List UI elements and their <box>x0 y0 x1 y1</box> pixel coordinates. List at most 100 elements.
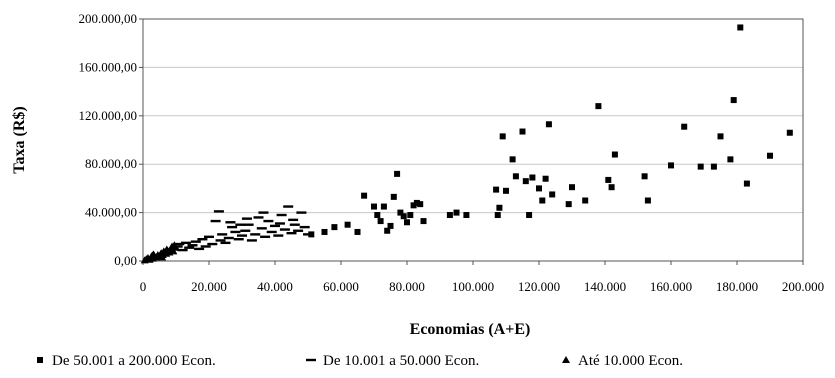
data-point-dash <box>210 219 221 223</box>
data-point-square <box>565 201 572 208</box>
data-point-square <box>453 209 460 216</box>
data-point-dash <box>180 241 191 245</box>
data-point-dash <box>220 241 231 245</box>
data-point-dash <box>286 231 297 235</box>
data-point-dash <box>223 236 234 240</box>
data-point-dash <box>266 230 277 234</box>
data-point-dash <box>227 225 238 229</box>
legend-label: De 10.001 a 50.000 Econ. <box>323 353 479 369</box>
data-point-square <box>595 103 602 110</box>
data-point-square <box>681 123 688 130</box>
gridlines <box>143 18 803 214</box>
data-point-dash <box>172 245 183 248</box>
data-point-dash <box>299 225 310 229</box>
data-point-square <box>410 202 417 209</box>
data-point-square <box>361 192 368 199</box>
data-point-dash <box>237 234 247 237</box>
y-axis-ticks: 0,00 40.000,00 80.000,00 120.000,00 160.000,… <box>79 11 143 268</box>
data-point-triangle <box>169 247 178 255</box>
data-point-square <box>536 185 542 192</box>
data-point-dash <box>230 230 241 234</box>
data-point-square <box>407 212 414 219</box>
data-point-square <box>767 152 773 159</box>
data-point-dash <box>187 244 198 247</box>
data-points <box>140 24 793 264</box>
data-point-dash <box>256 227 267 230</box>
legend-marker-dash <box>306 358 316 362</box>
x-axis-ticks: 0 20.000 40.000 60.000 80.000 100.000 120.000 1… <box>140 261 824 294</box>
data-point-square <box>727 156 734 163</box>
data-point-square <box>605 176 612 183</box>
data-point-dash <box>289 223 300 226</box>
x-tick-label: 40.000 <box>257 279 293 294</box>
data-point-triangle <box>148 251 157 259</box>
data-point-dash <box>274 222 285 225</box>
legend-marker-square <box>37 357 43 363</box>
data-point-square <box>354 228 361 235</box>
data-point-dash <box>200 245 211 248</box>
data-point-square <box>496 204 503 211</box>
data-point-square <box>374 212 381 219</box>
data-point-square <box>371 203 377 210</box>
data-point-square <box>542 175 549 182</box>
data-point-square <box>522 178 529 185</box>
data-point-square <box>545 121 552 128</box>
data-point-square <box>390 193 397 200</box>
x-tick-label: 120.000 <box>518 279 560 294</box>
x-tick-label: 60.000 <box>323 279 359 294</box>
data-point-dash <box>260 235 271 238</box>
data-point-square <box>400 213 407 220</box>
data-point-dash <box>177 248 188 252</box>
data-point-square <box>463 212 470 219</box>
data-point-dash <box>253 216 264 219</box>
y-tick-label: 200.000,00 <box>79 11 138 26</box>
data-point-square <box>743 180 750 187</box>
data-point-square <box>549 191 556 198</box>
data-point-square <box>377 218 384 225</box>
data-point-dash <box>225 221 236 224</box>
data-point-square <box>519 128 526 135</box>
y-tick-label: 40.000,00 <box>85 205 137 220</box>
data-point-triangle <box>159 247 168 255</box>
x-tick-label: 0 <box>140 279 147 294</box>
data-point-square <box>644 197 651 204</box>
x-tick-label: 140.000 <box>584 279 626 294</box>
data-point-triangle <box>158 253 167 261</box>
x-tick-label: 200.000 <box>782 279 824 294</box>
data-point-dash <box>204 235 214 238</box>
data-point-square <box>397 209 404 216</box>
data-point-dash <box>283 205 294 208</box>
y-axis-title: Taxa (R$) <box>11 106 28 173</box>
data-point-square <box>512 173 519 180</box>
data-point-dash <box>217 233 228 236</box>
data-point-dash <box>174 242 185 246</box>
data-point-dash <box>258 211 269 214</box>
data-point-square <box>417 201 424 208</box>
data-point-triangle <box>168 242 177 250</box>
data-point-square <box>730 97 737 104</box>
data-point-dash <box>194 247 205 251</box>
data-point-square <box>331 224 338 231</box>
data-point-square <box>529 174 536 181</box>
data-point-square <box>494 212 501 219</box>
data-point-dash <box>233 238 244 241</box>
x-tick-label: 20.000 <box>191 279 227 294</box>
y-tick-label: 0,00 <box>114 253 137 268</box>
data-point-square <box>582 197 589 204</box>
data-point-dash <box>279 228 290 231</box>
data-point-square <box>493 186 500 193</box>
data-point-square <box>499 133 506 140</box>
data-point-dash <box>243 223 254 226</box>
data-point-square <box>384 227 391 234</box>
x-tick-label: 100.000 <box>452 279 494 294</box>
data-point-dash <box>273 234 284 237</box>
data-point-square <box>344 221 351 228</box>
data-point-square <box>641 173 648 180</box>
data-point-dash <box>296 211 307 214</box>
x-tick-label: 180.000 <box>716 279 758 294</box>
data-point-square <box>539 197 546 204</box>
data-point-square <box>526 212 533 219</box>
data-point-square <box>697 163 704 170</box>
data-point-dash <box>190 240 201 243</box>
data-point-square <box>394 170 401 177</box>
